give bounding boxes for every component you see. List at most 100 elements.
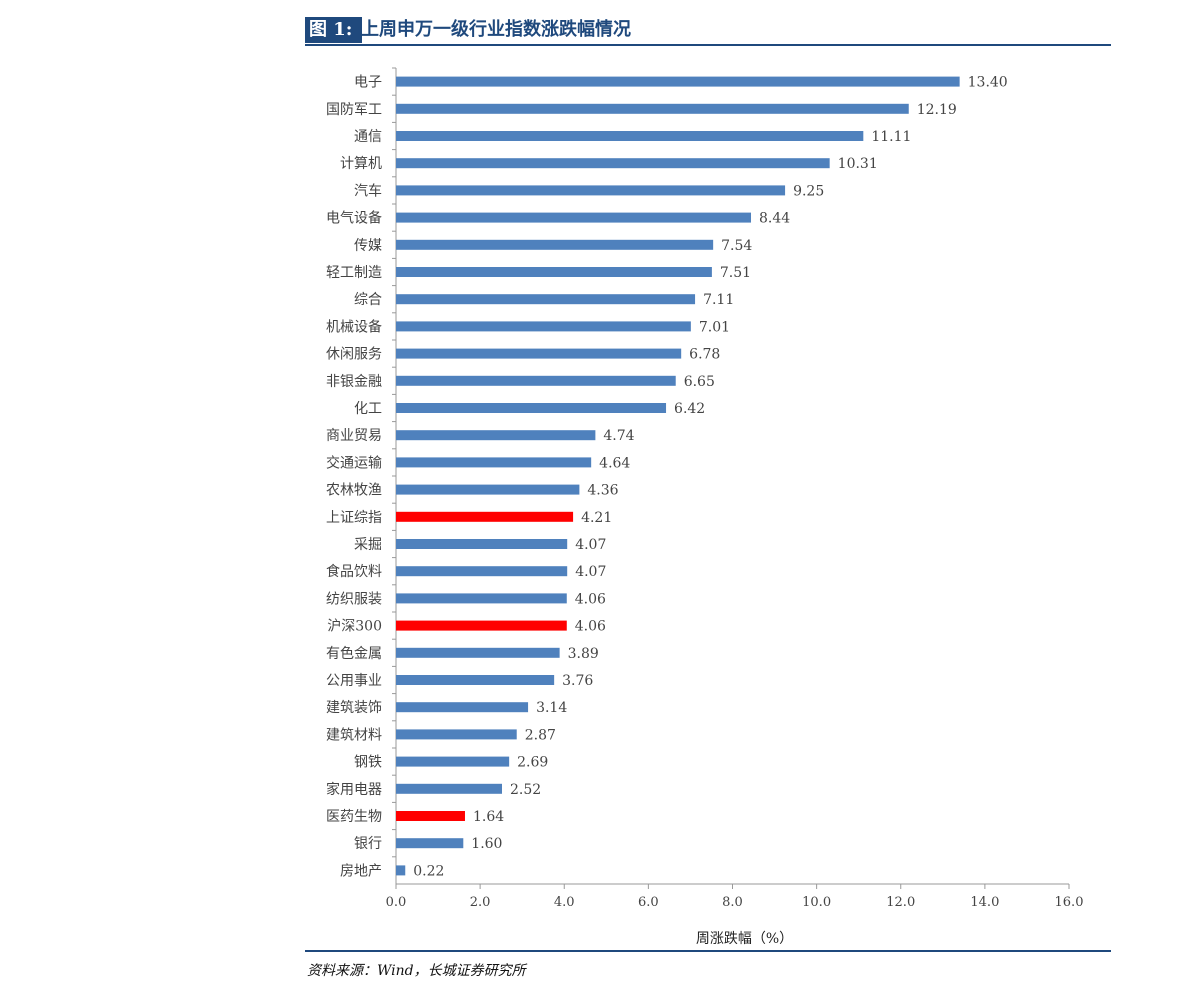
bar-电子 bbox=[396, 76, 960, 87]
value-label: 6.42 bbox=[674, 401, 705, 417]
category-label: 房地产 bbox=[340, 863, 382, 879]
bar-房地产 bbox=[396, 865, 406, 876]
value-label: 6.65 bbox=[684, 374, 715, 390]
category-label: 电气设备 bbox=[326, 210, 382, 227]
x-tick-label: 12.0 bbox=[886, 895, 915, 910]
bar-综合 bbox=[396, 294, 696, 305]
value-label: 2.87 bbox=[525, 727, 556, 743]
header-rule bbox=[305, 44, 1111, 46]
value-label: 3.14 bbox=[536, 700, 567, 716]
value-label: 1.60 bbox=[471, 836, 502, 852]
value-label: 13.40 bbox=[968, 75, 1008, 91]
category-label: 有色金属 bbox=[326, 645, 382, 662]
source-note: 资料来源：Wind，长城证券研究所 bbox=[307, 963, 526, 979]
bar-交通运输 bbox=[396, 457, 592, 468]
bar-轻工制造 bbox=[396, 267, 712, 277]
value-label: 4.36 bbox=[587, 483, 618, 499]
category-label: 计算机 bbox=[340, 156, 382, 172]
bar-上证综指 bbox=[396, 511, 574, 522]
category-label: 轻工制造 bbox=[326, 265, 382, 281]
category-label: 建筑材料 bbox=[326, 727, 382, 743]
bar-建筑装饰 bbox=[396, 702, 529, 713]
bar-电气设备 bbox=[396, 212, 752, 223]
x-tick-label: 4.0 bbox=[554, 895, 575, 910]
x-tick-label: 6.0 bbox=[638, 895, 659, 910]
value-label: 7.01 bbox=[699, 319, 730, 335]
bar-汽车 bbox=[396, 185, 786, 196]
bar-家用电器 bbox=[396, 783, 502, 794]
category-label: 综合 bbox=[354, 292, 382, 308]
category-label: 沪深300 bbox=[327, 619, 382, 635]
bar-建筑材料 bbox=[396, 729, 517, 740]
value-label: 3.76 bbox=[562, 673, 593, 689]
bar-有色金属 bbox=[396, 647, 560, 658]
category-label: 传媒 bbox=[354, 238, 382, 254]
bar-计算机 bbox=[396, 158, 830, 169]
bar-机械设备 bbox=[396, 321, 691, 332]
category-label: 医药生物 bbox=[326, 809, 382, 825]
value-label: 2.69 bbox=[517, 755, 548, 771]
category-label: 公用事业 bbox=[326, 673, 382, 689]
category-label: 钢铁 bbox=[354, 755, 382, 771]
bar-银行 bbox=[396, 838, 464, 849]
value-label: 9.25 bbox=[793, 183, 824, 199]
category-label: 汽车 bbox=[354, 182, 382, 199]
value-label: 6.78 bbox=[689, 347, 720, 363]
category-label: 商业贸易 bbox=[326, 428, 382, 444]
x-tick-label: 16.0 bbox=[1055, 895, 1084, 910]
value-label: 11.11 bbox=[871, 129, 911, 145]
value-label: 8.44 bbox=[759, 211, 790, 227]
bar-纺织服装 bbox=[396, 593, 567, 604]
value-label: 12.19 bbox=[917, 102, 957, 118]
value-label: 4.07 bbox=[575, 564, 606, 580]
x-tick-label: 2.0 bbox=[470, 895, 491, 910]
category-label: 电子 bbox=[354, 75, 382, 91]
category-label: 采掘 bbox=[354, 537, 382, 553]
bar-国防军工 bbox=[396, 103, 909, 114]
value-label: 4.06 bbox=[575, 591, 606, 607]
bar-休闲服务 bbox=[396, 348, 682, 359]
figure-title: 上周申万一级行业指数涨跌幅情况 bbox=[361, 19, 631, 40]
category-label: 上证综指 bbox=[326, 510, 382, 526]
bar-食品饮料 bbox=[396, 566, 568, 577]
category-label: 非银金融 bbox=[326, 374, 382, 390]
figure-header: 图 1: 上周申万一级行业指数涨跌幅情况 bbox=[305, 17, 1111, 47]
value-label: 7.51 bbox=[720, 265, 751, 281]
x-tick-label: 8.0 bbox=[722, 895, 743, 910]
figure-number: 图 1: bbox=[305, 17, 363, 43]
category-label: 通信 bbox=[354, 129, 382, 145]
category-label: 纺织服装 bbox=[326, 591, 382, 607]
x-tick-label: 14.0 bbox=[970, 895, 999, 910]
bar-医药生物 bbox=[396, 811, 465, 821]
value-label: 4.21 bbox=[581, 510, 612, 526]
value-label: 4.07 bbox=[575, 537, 606, 553]
bar-化工 bbox=[396, 403, 667, 413]
bar-公用事业 bbox=[396, 675, 555, 685]
bar-采掘 bbox=[396, 539, 568, 549]
x-axis-title: 周涨跌幅（%） bbox=[696, 931, 793, 947]
bar-非银金融 bbox=[396, 375, 676, 386]
category-label: 食品饮料 bbox=[326, 563, 382, 580]
value-label: 2.52 bbox=[510, 782, 541, 798]
bar-商业贸易 bbox=[396, 430, 596, 441]
footer-rule bbox=[305, 950, 1111, 952]
value-label: 7.54 bbox=[721, 238, 752, 254]
value-label: 3.89 bbox=[568, 646, 599, 662]
x-tick-label: 10.0 bbox=[802, 895, 831, 910]
value-label: 4.64 bbox=[599, 455, 630, 471]
value-label: 4.06 bbox=[575, 619, 606, 635]
category-label: 国防军工 bbox=[326, 102, 382, 118]
bar-钢铁 bbox=[396, 756, 510, 767]
category-label: 农林牧渔 bbox=[326, 483, 382, 499]
category-label: 休闲服务 bbox=[326, 347, 382, 363]
category-label: 家用电器 bbox=[326, 781, 382, 798]
category-label: 机械设备 bbox=[326, 318, 382, 335]
x-tick-label: 0.0 bbox=[386, 895, 407, 910]
value-label: 0.22 bbox=[413, 863, 444, 879]
bar-农林牧渔 bbox=[396, 484, 580, 495]
category-label: 交通运输 bbox=[326, 454, 382, 471]
category-label: 银行 bbox=[354, 836, 382, 852]
value-label: 1.64 bbox=[473, 809, 504, 825]
bar-通信 bbox=[396, 131, 864, 141]
